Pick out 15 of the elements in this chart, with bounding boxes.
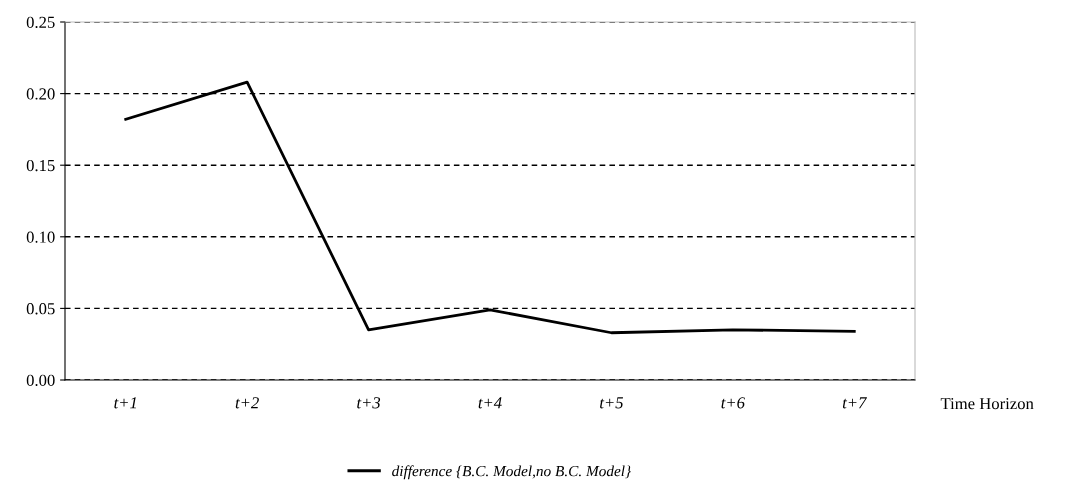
y-tick-label: 0.15 xyxy=(26,159,55,172)
y-tick-label: 0.10 xyxy=(26,231,55,243)
x-tick-label: t+1 xyxy=(114,397,137,409)
x-axis-title: Time Horizon xyxy=(940,398,1034,410)
y-tick-label: 0.00 xyxy=(26,374,55,387)
y-tick-label: 0.05 xyxy=(26,303,55,315)
x-tick-label: t+5 xyxy=(600,397,624,409)
x-tick-label: t+7 xyxy=(842,397,867,409)
y-tick-label: 0.20 xyxy=(26,88,55,100)
legend-label: difference {B.C. Model,no B.C. Model} xyxy=(392,465,631,480)
y-tick-label: 0.25 xyxy=(26,16,55,29)
x-tick-label: t+2 xyxy=(235,397,259,409)
x-tick-label: t+3 xyxy=(357,397,381,409)
x-tick-label: t+4 xyxy=(478,397,502,409)
x-tick-label: t+6 xyxy=(721,397,745,409)
